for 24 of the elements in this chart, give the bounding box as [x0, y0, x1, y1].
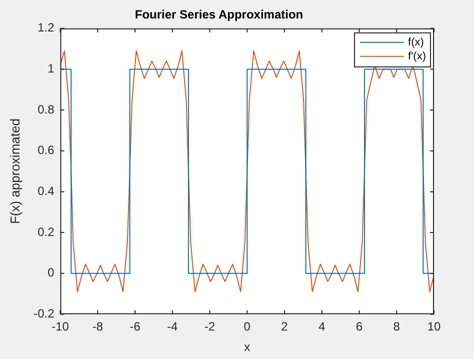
x-tick-label: 4: [318, 320, 326, 334]
legend-label: f'(x): [408, 50, 426, 62]
x-tick-label: -4: [167, 320, 178, 334]
x-tick-label: -8: [92, 320, 104, 334]
x-axis-title: x: [244, 340, 250, 354]
y-axis-title: F(x) approximated: [7, 118, 22, 224]
y-tick-label: 0.8: [38, 102, 55, 116]
y-tick-label: 1: [48, 62, 55, 76]
chart-title: Fourier Series Approximation: [134, 8, 304, 22]
x-tick-label: 10: [427, 320, 441, 334]
y-tick-label: -0.2: [34, 306, 55, 321]
x-tick-label: 2: [281, 320, 288, 334]
y-tick-label: 0.4: [38, 184, 55, 198]
x-tick-label: -2: [204, 320, 216, 334]
y-tick-label: 0.2: [38, 224, 55, 239]
x-tick-label: -10: [52, 320, 70, 334]
x-tick-label: -6: [130, 320, 141, 334]
y-tick-label: 0: [48, 266, 55, 280]
y-tick-label: 0.6: [38, 143, 55, 158]
y-tick-label: 1.2: [38, 20, 55, 35]
x-tick-label: 0: [244, 320, 251, 334]
x-tick-label: 6: [356, 320, 363, 334]
legend-label: f(x): [408, 36, 424, 48]
x-tick-label: 8: [393, 320, 400, 334]
